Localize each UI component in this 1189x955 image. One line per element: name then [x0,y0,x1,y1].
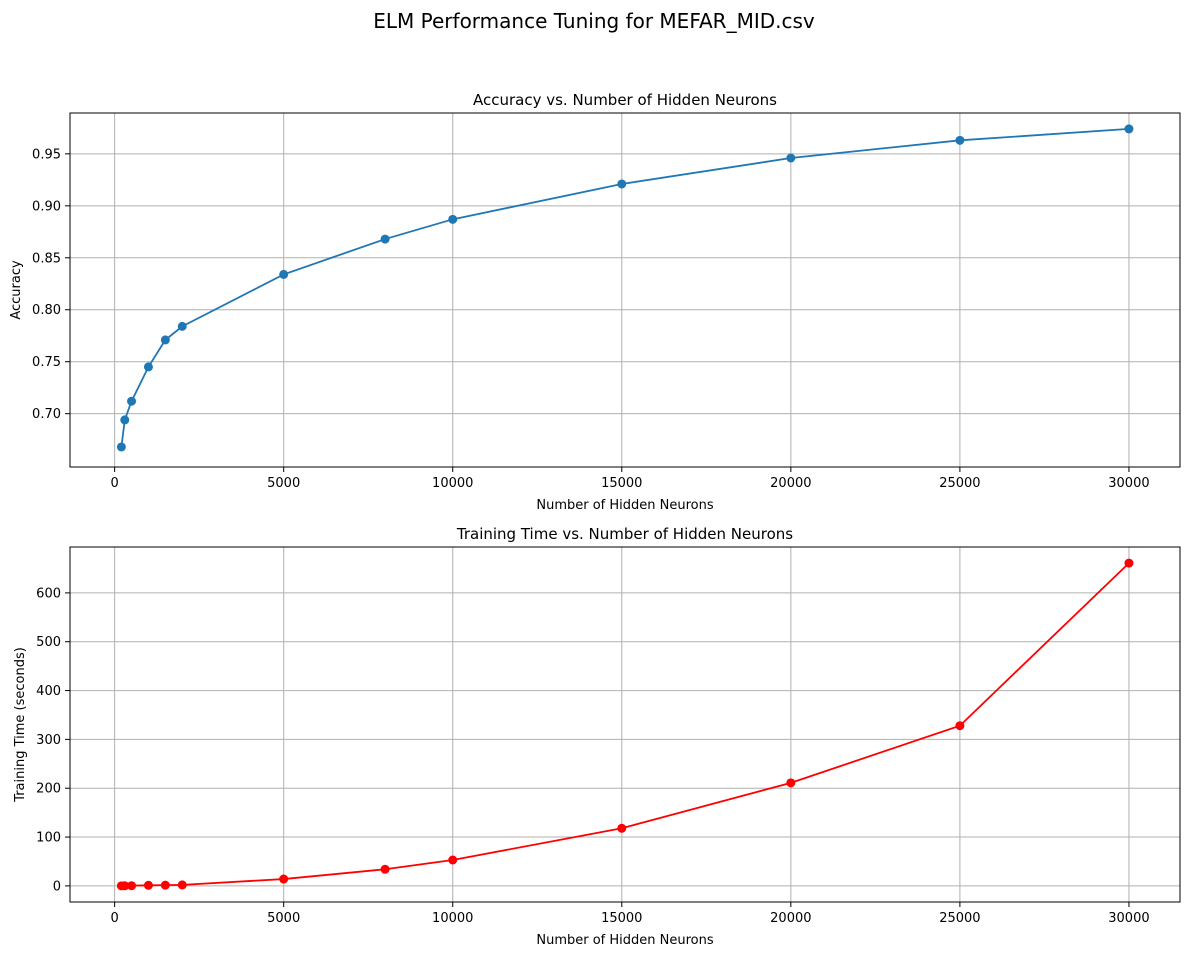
x-axis-label: Number of Hidden Neurons [536,933,713,948]
x-tick-label: 10000 [432,476,473,491]
data-point [143,362,153,372]
data-point [160,880,170,890]
axes-frame [69,546,1181,903]
y-tick-label: 0.70 [32,407,61,422]
y-tick-label: 0.75 [32,355,61,370]
data-point [448,214,458,224]
data-point [120,415,130,425]
series-line [120,128,1130,448]
y-tick-label: 600 [36,586,61,601]
x-tick-label: 15000 [601,476,642,491]
x-tick-label: 10000 [432,911,473,926]
data-point [127,396,137,406]
y-axis-label: Accuracy [9,260,24,320]
y-tick-label: 0.90 [32,199,61,214]
data-point [955,135,965,145]
accuracy-panel: 0 5000 10000 15000 20000 25000 30000 0.70 0.75 0.… [9,91,1181,513]
data-point [786,153,796,163]
data-point [177,880,187,890]
x-tick-label: 30000 [1108,911,1149,926]
y-tick-label: 300 [36,733,61,748]
y-tick-label: 0 [53,879,61,894]
x-axis-label: Number of Hidden Neurons [536,498,713,513]
figure-suptitle: ELM Performance Tuning for MEFAR_MID.csv [373,9,815,33]
x-tick-label: 30000 [1108,476,1149,491]
data-point [127,881,137,891]
x-tick-label: 5000 [267,476,300,491]
data-point [380,234,390,244]
y-tick-label: 200 [36,782,61,797]
y-tick-label: 0.80 [32,303,61,318]
data-point [279,874,289,884]
y-tick-label: 100 [36,831,61,846]
x-tick-label: 0 [110,476,118,491]
data-point [955,721,965,731]
axes-frame [69,112,1181,468]
y-tick-label: 0.95 [32,147,61,162]
x-tick-label: 5000 [267,911,300,926]
chart-title: Training Time vs. Number of Hidden Neuro… [456,525,793,543]
data-point [1124,124,1134,134]
chart-title: Accuracy vs. Number of Hidden Neurons [473,91,777,109]
data-point [380,864,390,874]
x-tick-label: 15000 [601,911,642,926]
data-point [160,335,170,345]
y-tick-label: 0.85 [32,251,61,266]
data-point [617,823,627,833]
data-point [617,179,627,189]
data-point [1124,558,1134,568]
training-time-panel: 0 5000 10000 15000 20000 25000 30000 0 100 200 300… [13,525,1181,948]
data-point [786,778,796,788]
x-tick-label: 20000 [770,476,811,491]
data-point [177,321,187,331]
data-point [279,269,289,279]
data-point [120,881,130,891]
y-tick-label: 400 [36,684,61,699]
x-tick-label: 20000 [770,911,811,926]
y-tick-label: 500 [36,635,61,650]
x-tick-label: 0 [110,911,118,926]
data-point [116,442,126,452]
x-tick-label: 25000 [939,911,980,926]
x-tick-label: 25000 [939,476,980,491]
data-point [448,855,458,865]
y-axis-label: Training Time (seconds) [13,647,28,803]
data-point [143,880,153,890]
